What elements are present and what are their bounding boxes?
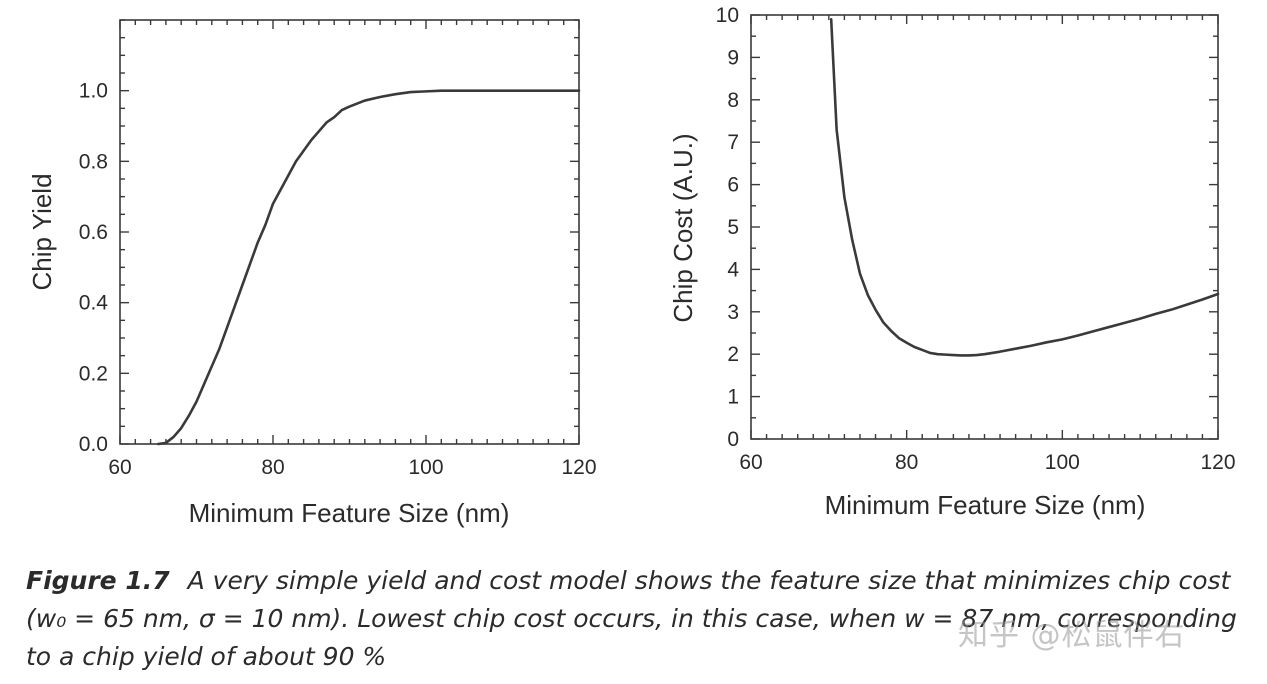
- cost-curve: [829, 17, 1220, 357]
- cost-y-tick-label: 0: [727, 428, 739, 451]
- yield-y-axis-title: Chip Yield: [27, 173, 57, 290]
- yield-chart: 60 80 100 120 0.0 0.2 0.4 0.6 0.8 1.0 Minimum Fe…: [27, 19, 597, 528]
- cost-y-tick-label: 2: [727, 343, 739, 366]
- cost-chart: 60 80 100 120 0 1 2 3 4 5 6 7 8 9 10 Minimum Feature …: [668, 4, 1236, 520]
- cost-x-tick-label: 120: [1200, 451, 1235, 474]
- cost-x-axis-title: Minimum Feature Size (nm): [825, 490, 1146, 520]
- yield-y-tick-label: 0.6: [79, 221, 108, 244]
- figure: 60 80 100 120 0.00.20.40.60.81.0 Minimum Fe…: [27, 4, 1236, 528]
- yield-y-tick-label: 0.8: [79, 150, 108, 173]
- cost-y-tick-label: 10: [716, 4, 739, 27]
- yield-x-axis-title: Minimum Feature Size (nm): [189, 498, 510, 528]
- cost-y-tick-label: 4: [727, 258, 739, 281]
- cost-y-axis-title: Chip Cost (A.U.): [668, 133, 698, 322]
- yield-x-tick-labels: 60 80 100 120: [108, 456, 596, 479]
- cost-plot-frame: [750, 14, 1219, 440]
- yield-y-tick-label: 0.0: [79, 433, 108, 456]
- cost-x-tick-label: 80: [895, 451, 918, 474]
- cost-x-tick-label: 60: [739, 451, 762, 474]
- watermark: 知乎 @松鼠伴右: [958, 618, 1186, 653]
- cost-y-tick-label: 3: [727, 301, 739, 324]
- yield-x-tick-label: 100: [408, 456, 443, 479]
- yield-y-tick-labels: 0.0 0.2 0.4 0.6 0.8 1.0: [79, 80, 109, 456]
- cost-ticks: [750, 14, 1219, 440]
- cost-y-tick-label: 9: [727, 46, 739, 69]
- yield-x-tick-label: 120: [561, 456, 596, 479]
- cost-y-tick-label: 5: [727, 216, 739, 239]
- cost-y-tick-label: 7: [727, 131, 739, 154]
- yield-x-tick-label: 80: [261, 456, 284, 479]
- cost-y-tick-label: 8: [727, 89, 739, 112]
- yield-y-tick-label: 0.2: [79, 362, 108, 385]
- cost-y-tick-labels: 0 1 2 3 4 5 6 7 8 9 10: [716, 4, 740, 451]
- caption-text: A very simple yield and cost model shows…: [26, 566, 1237, 671]
- cost-x-tick-label: 100: [1045, 451, 1080, 474]
- yield-plot-frame: [119, 19, 580, 445]
- cost-y-tick-label: 6: [727, 174, 739, 197]
- yield-y-tick-label: 0.4: [79, 292, 109, 315]
- cost-y-tick-label: 1: [727, 386, 739, 409]
- yield-y-tick-label: 1.0: [79, 80, 108, 103]
- figure-caption: Figure 1.7 A very simple yield and cost m…: [26, 562, 1241, 676]
- yield-ticks: [119, 19, 580, 445]
- cost-x-tick-labels: 60 80 100 120: [739, 451, 1235, 474]
- yield-x-tick-label: 60: [108, 456, 131, 479]
- yield-curve: [156, 89, 581, 446]
- figure-label: Figure 1.7: [26, 566, 170, 595]
